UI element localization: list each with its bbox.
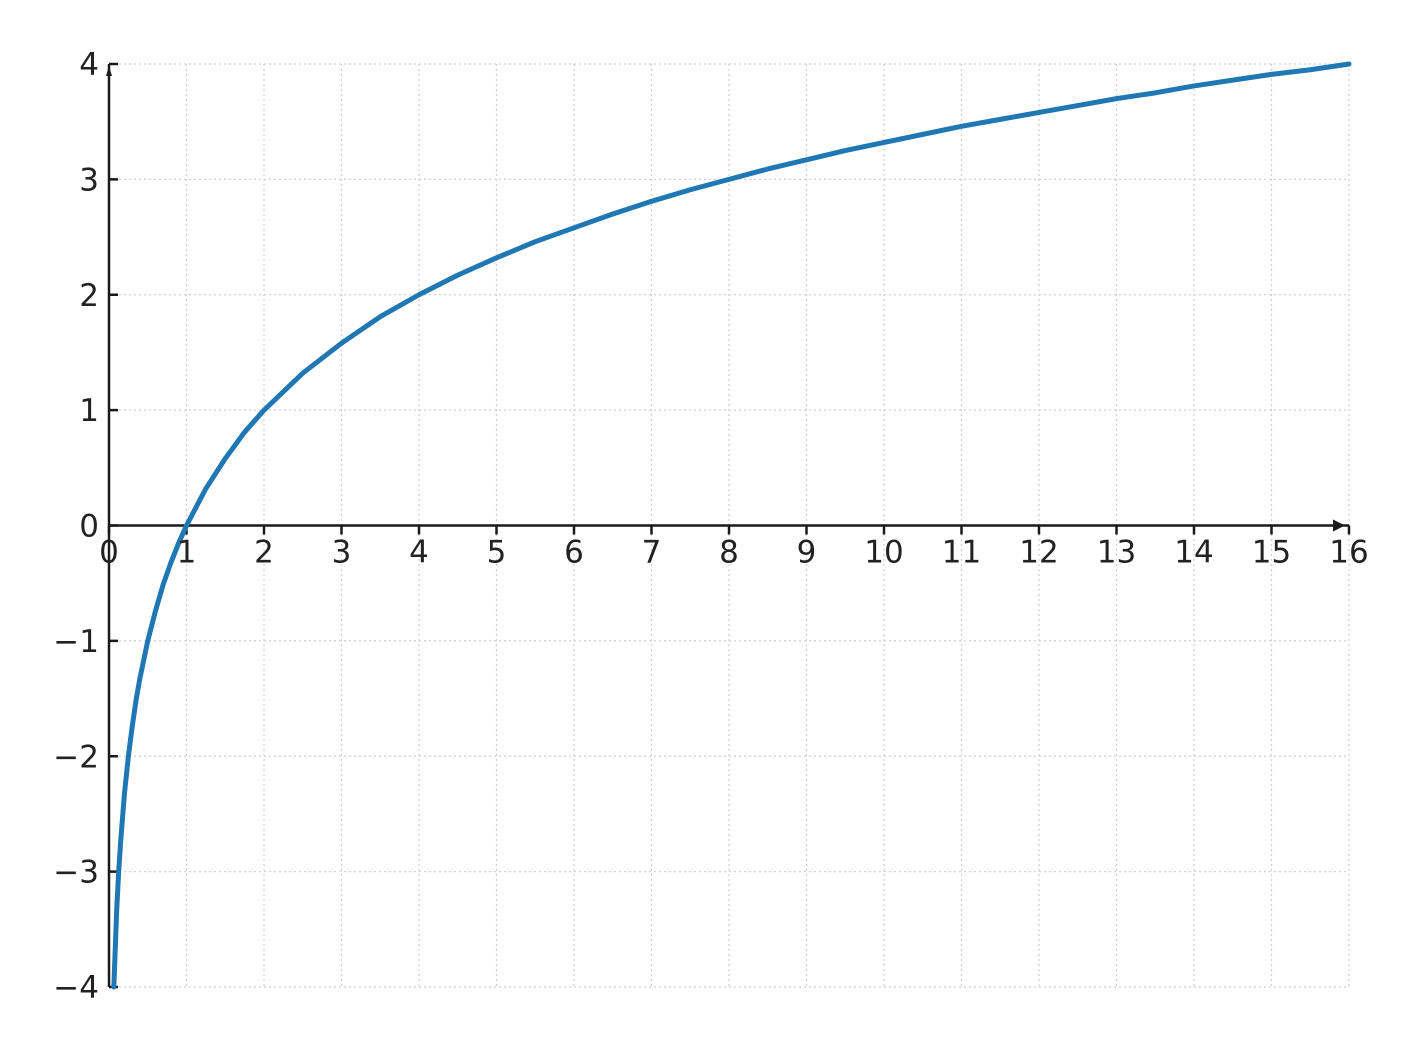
x-tick-label: 15 — [1252, 535, 1291, 571]
y-tick-label: 2 — [79, 278, 99, 314]
x-tick-label: 13 — [1097, 535, 1136, 571]
y-tick-label: −3 — [53, 855, 99, 891]
series-line — [111, 61, 1352, 990]
x-tick-label: 14 — [1174, 535, 1213, 571]
x-tick-label: 11 — [942, 535, 981, 571]
x-axis-arrow-icon — [1333, 519, 1345, 532]
y-tick-label: −1 — [53, 624, 99, 660]
x-tick-label: 4 — [409, 535, 429, 571]
y-axis-arrow-icon — [106, 66, 112, 76]
x-tick-label: 3 — [332, 535, 352, 571]
x-tick-label: 5 — [487, 535, 507, 571]
series-layer — [111, 61, 1352, 990]
x-tick-label: 2 — [254, 535, 274, 571]
y-tick-label: 3 — [79, 162, 99, 198]
x-tick-label: 12 — [1019, 535, 1058, 571]
y-tick-label: −4 — [53, 970, 99, 1006]
y-tick-label: −2 — [53, 739, 99, 775]
x-tick-label: 0 — [99, 535, 119, 571]
y-tick-label: 4 — [79, 47, 99, 83]
x-tick-label: 7 — [642, 535, 662, 571]
x-tick-label: 1 — [177, 535, 197, 571]
x-tick-label: 6 — [564, 535, 584, 571]
axes — [106, 62, 1351, 989]
y-tick-label: 1 — [79, 393, 99, 429]
x-tick-label: 8 — [719, 535, 739, 571]
y-tick-label: 0 — [79, 509, 99, 545]
x-tick-label: 10 — [864, 535, 903, 571]
x-tick-label: 9 — [797, 535, 817, 571]
x-tick-label: 16 — [1329, 535, 1368, 571]
